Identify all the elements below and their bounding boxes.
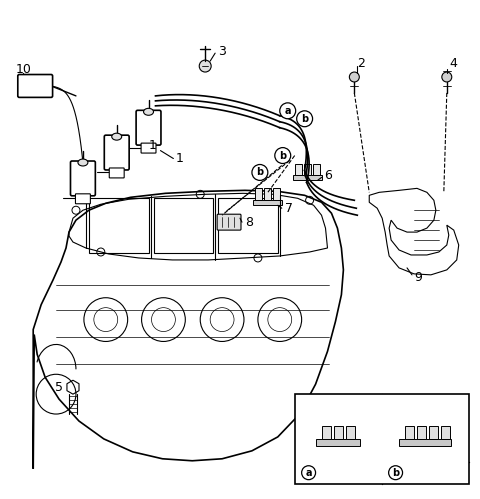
- Bar: [273, 188, 280, 200]
- Text: b: b: [256, 168, 264, 178]
- Text: 12: 12: [409, 466, 425, 479]
- Circle shape: [252, 165, 268, 181]
- Text: 7: 7: [285, 202, 293, 215]
- Bar: [346, 426, 355, 439]
- FancyBboxPatch shape: [141, 143, 156, 153]
- Bar: [316, 439, 360, 446]
- Text: 10: 10: [15, 62, 31, 75]
- Text: 5: 5: [55, 381, 63, 394]
- Bar: [218, 198, 278, 253]
- Text: 1: 1: [175, 152, 183, 165]
- Ellipse shape: [78, 159, 88, 166]
- Text: a: a: [285, 106, 291, 116]
- Circle shape: [349, 72, 360, 82]
- Bar: [264, 188, 271, 200]
- FancyBboxPatch shape: [136, 110, 161, 145]
- Text: a: a: [305, 468, 312, 478]
- FancyBboxPatch shape: [109, 168, 124, 178]
- Bar: [154, 198, 213, 253]
- Bar: [313, 164, 320, 176]
- Text: b: b: [301, 114, 308, 124]
- Circle shape: [275, 148, 291, 164]
- Bar: [334, 426, 343, 439]
- Bar: [253, 200, 282, 205]
- FancyBboxPatch shape: [75, 194, 90, 204]
- Text: b: b: [279, 151, 286, 161]
- Text: 8: 8: [245, 216, 253, 229]
- Bar: [441, 426, 450, 439]
- Bar: [405, 426, 414, 439]
- Bar: [429, 426, 438, 439]
- Text: 4: 4: [450, 56, 458, 69]
- Circle shape: [389, 466, 403, 480]
- Text: 3: 3: [218, 44, 226, 58]
- Text: 1: 1: [148, 139, 156, 152]
- Text: 11: 11: [323, 466, 338, 479]
- FancyBboxPatch shape: [104, 135, 129, 170]
- FancyBboxPatch shape: [18, 74, 53, 97]
- FancyBboxPatch shape: [217, 214, 241, 230]
- Bar: [293, 176, 322, 181]
- Bar: [255, 188, 263, 200]
- FancyBboxPatch shape: [71, 161, 96, 196]
- Circle shape: [280, 103, 296, 119]
- Bar: [322, 426, 331, 439]
- Ellipse shape: [144, 108, 154, 115]
- Text: 6: 6: [324, 169, 332, 182]
- Text: b: b: [392, 468, 399, 478]
- Ellipse shape: [112, 133, 122, 140]
- Bar: [399, 439, 451, 446]
- Text: 9: 9: [414, 271, 422, 284]
- Bar: [417, 426, 426, 439]
- Bar: [295, 164, 302, 176]
- Circle shape: [297, 111, 312, 127]
- Circle shape: [199, 60, 211, 72]
- Circle shape: [442, 72, 452, 82]
- Bar: [89, 198, 148, 253]
- Bar: [304, 164, 311, 176]
- Circle shape: [301, 466, 315, 480]
- Text: 2: 2: [357, 56, 365, 69]
- Bar: [295, 394, 468, 484]
